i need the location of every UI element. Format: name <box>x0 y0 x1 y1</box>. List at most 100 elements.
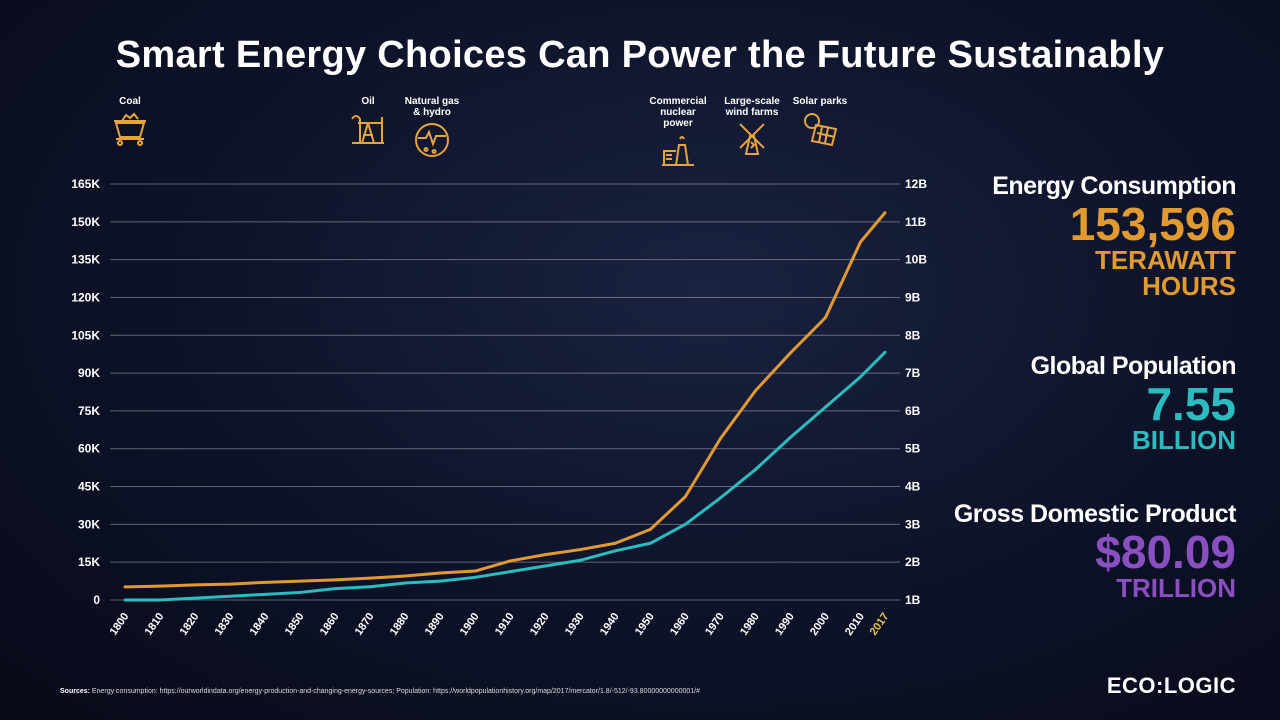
x-tick-label: 1940 <box>598 611 622 638</box>
data-point-population <box>883 350 887 354</box>
x-tick-label: 1880 <box>388 611 412 638</box>
data-point-energy <box>718 437 722 441</box>
y-right-tick-label: 6B <box>905 404 921 418</box>
icon-label: Commercial nuclear power <box>649 96 707 129</box>
data-point-energy <box>473 569 477 573</box>
y-left-tick-label: 90K <box>78 366 100 380</box>
data-point-population <box>193 596 197 600</box>
data-point-energy <box>193 583 197 587</box>
data-point-energy <box>508 559 512 563</box>
energy-value: 153,596 <box>1069 198 1236 250</box>
data-point-population <box>543 564 547 568</box>
data-point-energy <box>263 580 267 584</box>
solar-panel-icon <box>790 109 850 149</box>
x-tick-label: 2017 <box>868 611 892 638</box>
icon-label: Large-scale wind farms <box>724 96 780 118</box>
y-left-tick-label: 45K <box>78 480 100 494</box>
data-point-population <box>263 592 267 596</box>
data-point-energy <box>438 571 442 575</box>
x-tick-label: 1850 <box>283 611 307 638</box>
icon-oil-pump: Oil <box>338 96 398 151</box>
energy-heading: Energy Consumption <box>992 172 1236 200</box>
data-point-population <box>158 598 162 602</box>
data-point-energy <box>158 584 162 588</box>
gdp-value: $80.09 <box>1095 526 1236 578</box>
gdp-unit: TRILLION <box>1116 573 1236 603</box>
population-heading: Global Population <box>1030 352 1237 380</box>
oil-pump-icon <box>338 109 398 149</box>
population-unit: BILLION <box>1132 425 1236 455</box>
data-point-energy <box>368 576 372 580</box>
x-tick-label: 1920 <box>528 611 552 638</box>
gdp-heading: Gross Domestic Product <box>953 500 1237 528</box>
data-point-energy <box>228 582 232 586</box>
y-right-tick-label: 3B <box>905 517 921 531</box>
data-point-population <box>333 587 337 591</box>
x-tick-label: 1900 <box>458 611 482 638</box>
y-right-tick-label: 12B <box>905 177 927 191</box>
data-point-energy <box>753 389 757 393</box>
data-point-energy <box>578 548 582 552</box>
y-right-tick-label: 9B <box>905 290 921 304</box>
data-point-energy <box>123 585 127 589</box>
data-point-energy <box>613 541 617 545</box>
data-point-population <box>823 405 827 409</box>
y-right-tick-label: 1B <box>905 593 921 607</box>
y-left-tick-label: 30K <box>78 517 100 531</box>
data-point-population <box>648 541 652 545</box>
x-tick-label: 1800 <box>108 611 132 638</box>
icon-solar-panel: Solar parks <box>790 96 850 151</box>
gdp-panel: Gross Domestic Product $80.09 TRILLION <box>953 500 1237 603</box>
icon-gas-hydro: Natural gas & hydro <box>402 96 462 162</box>
coal-cart-icon <box>100 109 160 149</box>
data-point-energy <box>883 211 887 215</box>
icon-label: Solar parks <box>792 96 848 107</box>
data-point-population <box>368 585 372 589</box>
x-tick-label: 1870 <box>353 611 377 638</box>
page-title: Smart Energy Choices Can Power the Futur… <box>115 34 1165 76</box>
x-tick-label: 1990 <box>773 611 797 638</box>
icon-label: Oil <box>361 96 375 107</box>
y-left-tick-label: 15K <box>78 555 100 569</box>
x-tick-label: 1980 <box>738 611 762 638</box>
eco-logic-logo: ECO:LOGIC <box>1106 673 1236 698</box>
y-right-tick-label: 2B <box>905 555 921 569</box>
x-tick-label: 1860 <box>318 611 342 638</box>
x-tick-label: 1930 <box>563 611 587 638</box>
sources: Sources: Energy consumption: https://our… <box>60 688 700 695</box>
data-point-population <box>508 570 512 574</box>
y-left-tick-label: 75K <box>78 404 100 418</box>
data-point-population <box>578 558 582 562</box>
y-left-tick-label: 120K <box>71 290 100 304</box>
data-point-energy <box>683 495 687 499</box>
y-right-tick-label: 11B <box>905 215 927 229</box>
data-point-population <box>858 375 862 379</box>
energy-panel: Energy Consumption 153,596 TERAWATT HOUR… <box>992 172 1236 299</box>
gas-hydro-icon <box>402 120 462 160</box>
x-tick-label: 1960 <box>668 611 692 638</box>
data-point-population <box>438 579 442 583</box>
sources-text: Energy consumption: https://ourworldinda… <box>91 688 700 695</box>
data-point-population <box>683 522 687 526</box>
x-tick-label: 1820 <box>178 611 202 638</box>
series-line-energy <box>124 211 887 589</box>
y-left-tick-label: 60K <box>78 442 100 456</box>
data-point-energy <box>298 579 302 583</box>
x-tick-label: 1830 <box>213 611 237 638</box>
nuclear-plant-icon <box>648 131 708 171</box>
data-point-population <box>613 549 617 553</box>
data-point-population <box>298 590 302 594</box>
data-point-population <box>473 575 477 579</box>
population-value: 7.55 <box>1146 378 1236 430</box>
data-point-population <box>788 435 792 439</box>
y-left-tick-label: 105K <box>71 328 100 342</box>
population-panel: Global Population 7.55 BILLION <box>1030 352 1237 455</box>
y-right-tick-label: 10B <box>905 253 927 267</box>
data-point-energy <box>403 574 407 578</box>
x-tick-label: 1810 <box>143 611 167 638</box>
y-left-tick-label: 150K <box>71 215 100 229</box>
energy-unit-1: TERAWATT <box>1094 245 1236 275</box>
energy-unit-2: HOURS <box>1142 271 1236 301</box>
y-right-tick-label: 7B <box>905 366 921 380</box>
